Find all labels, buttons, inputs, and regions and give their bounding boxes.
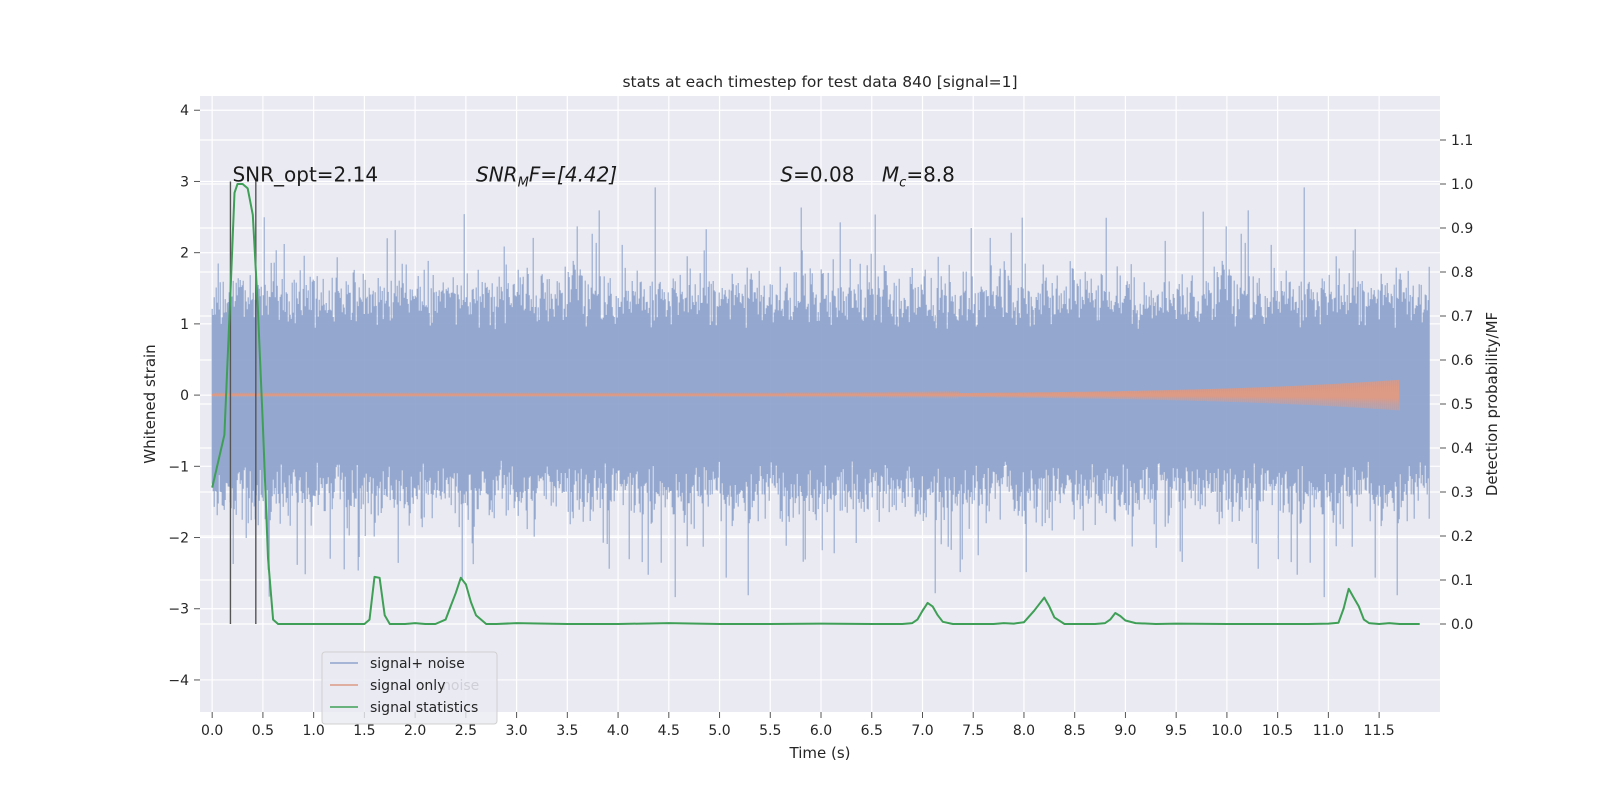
left-y-ticks: 4 3 2 1 0 −1 −2 −3 −4	[168, 103, 200, 689]
legend-label-signal-statistics: signal statistics	[370, 700, 478, 716]
left-y-tick-label: 3	[180, 174, 189, 190]
annotation-s-symbol: S	[780, 162, 793, 186]
annotation-s: S=0.08	[780, 162, 854, 186]
left-y-axis-title: Whitened strain	[141, 344, 159, 463]
annotation-s-value: =0.08	[793, 162, 854, 186]
x-ticks: 0.0 0.5 1.0 1.5 2.0 2.5 3.0 3.5 4.0 4.5 5.0 5.5 6.0 6…	[201, 712, 1395, 739]
x-tick-label: 10.0	[1211, 723, 1242, 739]
x-tick-label: 10.5	[1262, 723, 1293, 739]
x-tick-label: 7.0	[911, 723, 933, 739]
x-tick-label: 11.5	[1364, 723, 1395, 739]
legend: noise signal+ noise signal only signal s…	[321, 651, 498, 725]
annotation-mc-subscript: c	[899, 175, 906, 190]
left-y-tick-label: 2	[180, 246, 189, 262]
x-tick-label: 1.0	[303, 723, 325, 739]
right-y-tick-label: 0.7	[1451, 309, 1473, 325]
right-y-tick-label: 1.0	[1451, 177, 1473, 193]
x-tick-label: 11.0	[1313, 723, 1344, 739]
annotation-mc-symbol: M	[882, 162, 899, 186]
x-tick-label: 0.0	[201, 723, 223, 739]
x-tick-label: 6.5	[861, 723, 883, 739]
right-y-tick-label: 0.8	[1451, 265, 1473, 281]
right-y-tick-label: 0.0	[1451, 617, 1473, 633]
x-tick-label: 1.5	[353, 723, 375, 739]
x-axis-title: Time (s)	[789, 744, 851, 762]
x-tick-label: 6.0	[810, 723, 832, 739]
annotation-snr-mf-subscript: M	[518, 175, 529, 190]
right-y-ticks: 1.1 1.0 0.9 0.8 0.7 0.6 0.5 0.4 0.3 0.2 0.1 0.0	[1440, 133, 1473, 633]
x-tick-label: 4.5	[658, 723, 680, 739]
x-tick-label: 7.5	[962, 723, 984, 739]
x-tick-label: 5.0	[708, 723, 730, 739]
legend-label-signal-only: signal only	[370, 678, 445, 694]
left-y-tick-label: 1	[180, 317, 189, 333]
right-y-tick-label: 0.5	[1451, 397, 1473, 413]
right-y-tick-label: 0.2	[1451, 529, 1473, 545]
annotation-snr-mf-symbol: SNR	[476, 162, 518, 186]
x-tick-label: 3.5	[556, 723, 578, 739]
right-y-tick-label: 0.6	[1451, 353, 1473, 369]
left-y-tick-label: 0	[180, 388, 189, 404]
left-y-tick-label: −4	[168, 673, 189, 689]
series-signal-statistics	[211, 183, 1420, 625]
right-y-tick-label: 0.9	[1451, 221, 1473, 237]
annotation-mc: Mc=8.8	[882, 162, 955, 190]
annotation-snr-opt: SNR_opt=2.14	[232, 162, 378, 186]
x-tick-label: 8.5	[1064, 723, 1086, 739]
left-y-tick-label: −2	[168, 531, 189, 547]
x-tick-label: 9.5	[1165, 723, 1187, 739]
right-y-tick-label: 0.4	[1451, 441, 1473, 457]
x-tick-label: 0.5	[252, 723, 274, 739]
legend-label-signal-noise: signal+ noise	[370, 656, 465, 672]
x-tick-label: 2.5	[455, 723, 477, 739]
right-y-axis-title: Detection probability/MF	[1483, 312, 1501, 496]
right-y-tick-label: 0.3	[1451, 485, 1473, 501]
series-layer	[211, 181, 1430, 625]
legend-ghost-label: noise	[442, 678, 479, 694]
annotation-snr-mf-value: F=[4.42]	[529, 162, 617, 186]
left-y-tick-label: −1	[168, 459, 189, 475]
left-y-tick-label: 4	[180, 103, 189, 119]
right-y-tick-label: 1.1	[1451, 133, 1473, 149]
x-tick-label: 9.0	[1114, 723, 1136, 739]
annotation-mc-value: =8.8	[906, 162, 955, 186]
x-tick-label: 3.0	[505, 723, 527, 739]
chart-title: stats at each timestep for test data 840…	[622, 73, 1017, 91]
x-tick-label: 2.0	[404, 723, 426, 739]
x-tick-label: 5.5	[759, 723, 781, 739]
x-tick-label: 8.0	[1013, 723, 1035, 739]
legend-box	[321, 651, 498, 725]
right-y-tick-label: 0.1	[1451, 573, 1473, 589]
left-y-tick-label: −3	[168, 602, 189, 618]
annotation-snr-mf: SNRMF=[4.42]	[476, 162, 617, 190]
x-tick-label: 4.0	[607, 723, 629, 739]
